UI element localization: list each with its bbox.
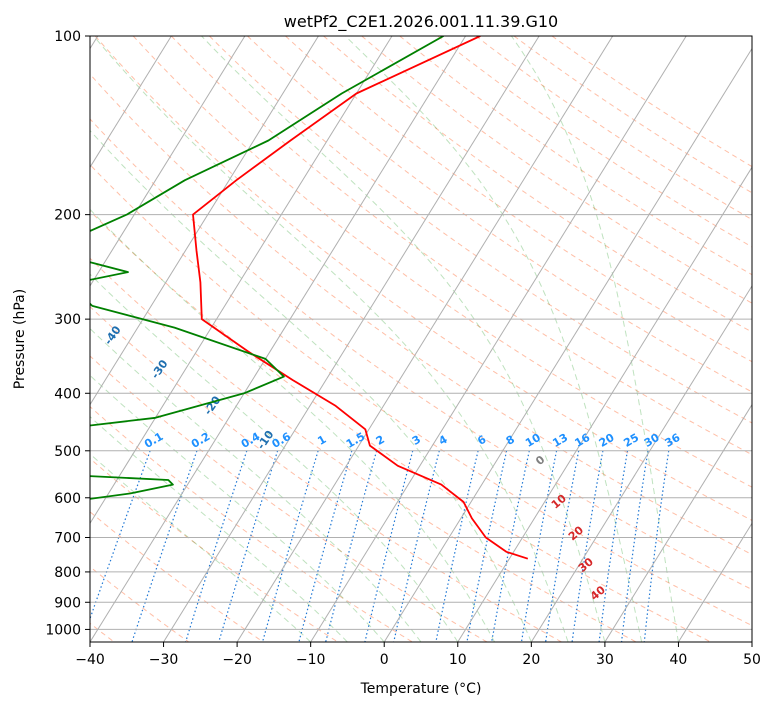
temperature-profile	[192, 36, 529, 560]
x-tick-label: −20	[222, 652, 252, 668]
dry-adiabat	[132, 36, 752, 488]
plot-background	[90, 36, 752, 642]
y-tick-label: 400	[54, 386, 81, 402]
moist-adiabat	[93, 36, 569, 642]
mixing-ratio-line	[571, 450, 604, 642]
dry-adiabat	[90, 457, 339, 642]
moist-adiabat	[90, 208, 496, 642]
isotherm	[530, 284, 752, 642]
isotherm	[90, 36, 393, 525]
mixing-ratio-line	[185, 450, 248, 642]
plot-frame	[89, 35, 753, 643]
y-axis-title: Pressure (hPa)	[12, 289, 28, 389]
mixing-ratio-line	[90, 450, 151, 621]
isotherm	[678, 522, 752, 642]
grid-lines	[90, 36, 752, 642]
isotherm	[604, 403, 752, 642]
y-tick-label: 300	[54, 312, 81, 328]
x-tick-label: 30	[596, 652, 614, 668]
x-tick-label: −30	[149, 652, 179, 668]
mixing-ratio-line	[435, 450, 479, 642]
mixing-ratio-line	[621, 450, 649, 642]
y-tick-label: 700	[54, 531, 81, 547]
mixing-ratio-line	[298, 450, 353, 642]
y-tick-label: 900	[54, 595, 81, 611]
dry-adiabat	[90, 355, 488, 642]
isotherm	[383, 47, 752, 642]
mixing-ratio-line	[218, 450, 279, 642]
dry-adiabat	[323, 36, 752, 333]
mixing-ratio-line	[466, 450, 508, 642]
x-tick-label: 10	[449, 652, 467, 668]
dry-adiabat	[90, 118, 752, 591]
dry-adiabat	[90, 73, 752, 556]
chart-title: wetPf2_C2E1.2026.001.11.39.G10	[284, 12, 558, 32]
y-tick-label: 1000	[45, 622, 81, 638]
y-tick-label: 500	[54, 444, 81, 460]
mixing-ratio-line	[545, 450, 580, 642]
x-tick-label: 50	[743, 652, 761, 668]
dry-adiabat	[90, 163, 752, 627]
mixing-ratio-line	[643, 450, 670, 642]
y-tick-label: 200	[54, 208, 81, 224]
isotherm	[90, 36, 319, 406]
x-tick-label: 40	[670, 652, 688, 668]
dry-adiabat	[94, 36, 752, 521]
moist-adiabat	[344, 36, 643, 642]
dry-adiabat	[285, 36, 752, 363]
y-axis: 100 200 300 400 500 600 700 800 900 1000	[45, 29, 90, 638]
x-tick-label: −40	[75, 652, 105, 668]
isotherm	[90, 36, 172, 169]
sounding-profiles	[90, 36, 529, 560]
isotherm	[90, 36, 466, 642]
isotherm	[310, 36, 687, 642]
moist-adiabat	[510, 36, 679, 642]
moist-adiabat	[201, 36, 606, 642]
moist-adiabat	[90, 415, 348, 642]
y-tick-label: 600	[54, 491, 81, 507]
moist-adiabat	[90, 273, 459, 642]
x-tick-label: 0	[380, 652, 389, 668]
y-tick-label: 100	[54, 29, 81, 45]
mixing-ratio-line	[364, 450, 414, 642]
background-lines	[90, 36, 752, 642]
mixing-ratio-line	[520, 450, 558, 642]
isotherm	[90, 36, 246, 287]
x-tick-label: 20	[522, 652, 540, 668]
mixing-ratio-line	[261, 450, 319, 642]
ice-adiabat-label: -50	[51, 284, 73, 308]
isotherm	[751, 641, 752, 642]
ice-adiabat-label: -60	[0, 235, 13, 259]
mixing-ratio-line	[325, 450, 378, 642]
isotherm	[457, 166, 752, 642]
x-axis-title: Temperature (°C)	[360, 681, 482, 697]
dry-adiabat	[247, 36, 752, 393]
isotherm	[236, 36, 614, 642]
mixing-ratio-line	[491, 450, 530, 642]
dry-adiabat	[170, 36, 752, 456]
x-axis: −40 −30 −20 −10 0 10 20 30 40 50	[75, 642, 761, 668]
dry-adiabat	[90, 305, 562, 642]
mixing-ratio-line	[131, 450, 198, 642]
isotherm	[163, 36, 540, 642]
y-tick-label: 800	[54, 565, 81, 581]
dry-adiabat	[90, 566, 189, 642]
x-tick-label: −10	[296, 652, 326, 668]
moist-adiabat	[90, 327, 422, 642]
dry-adiabat	[209, 36, 752, 424]
